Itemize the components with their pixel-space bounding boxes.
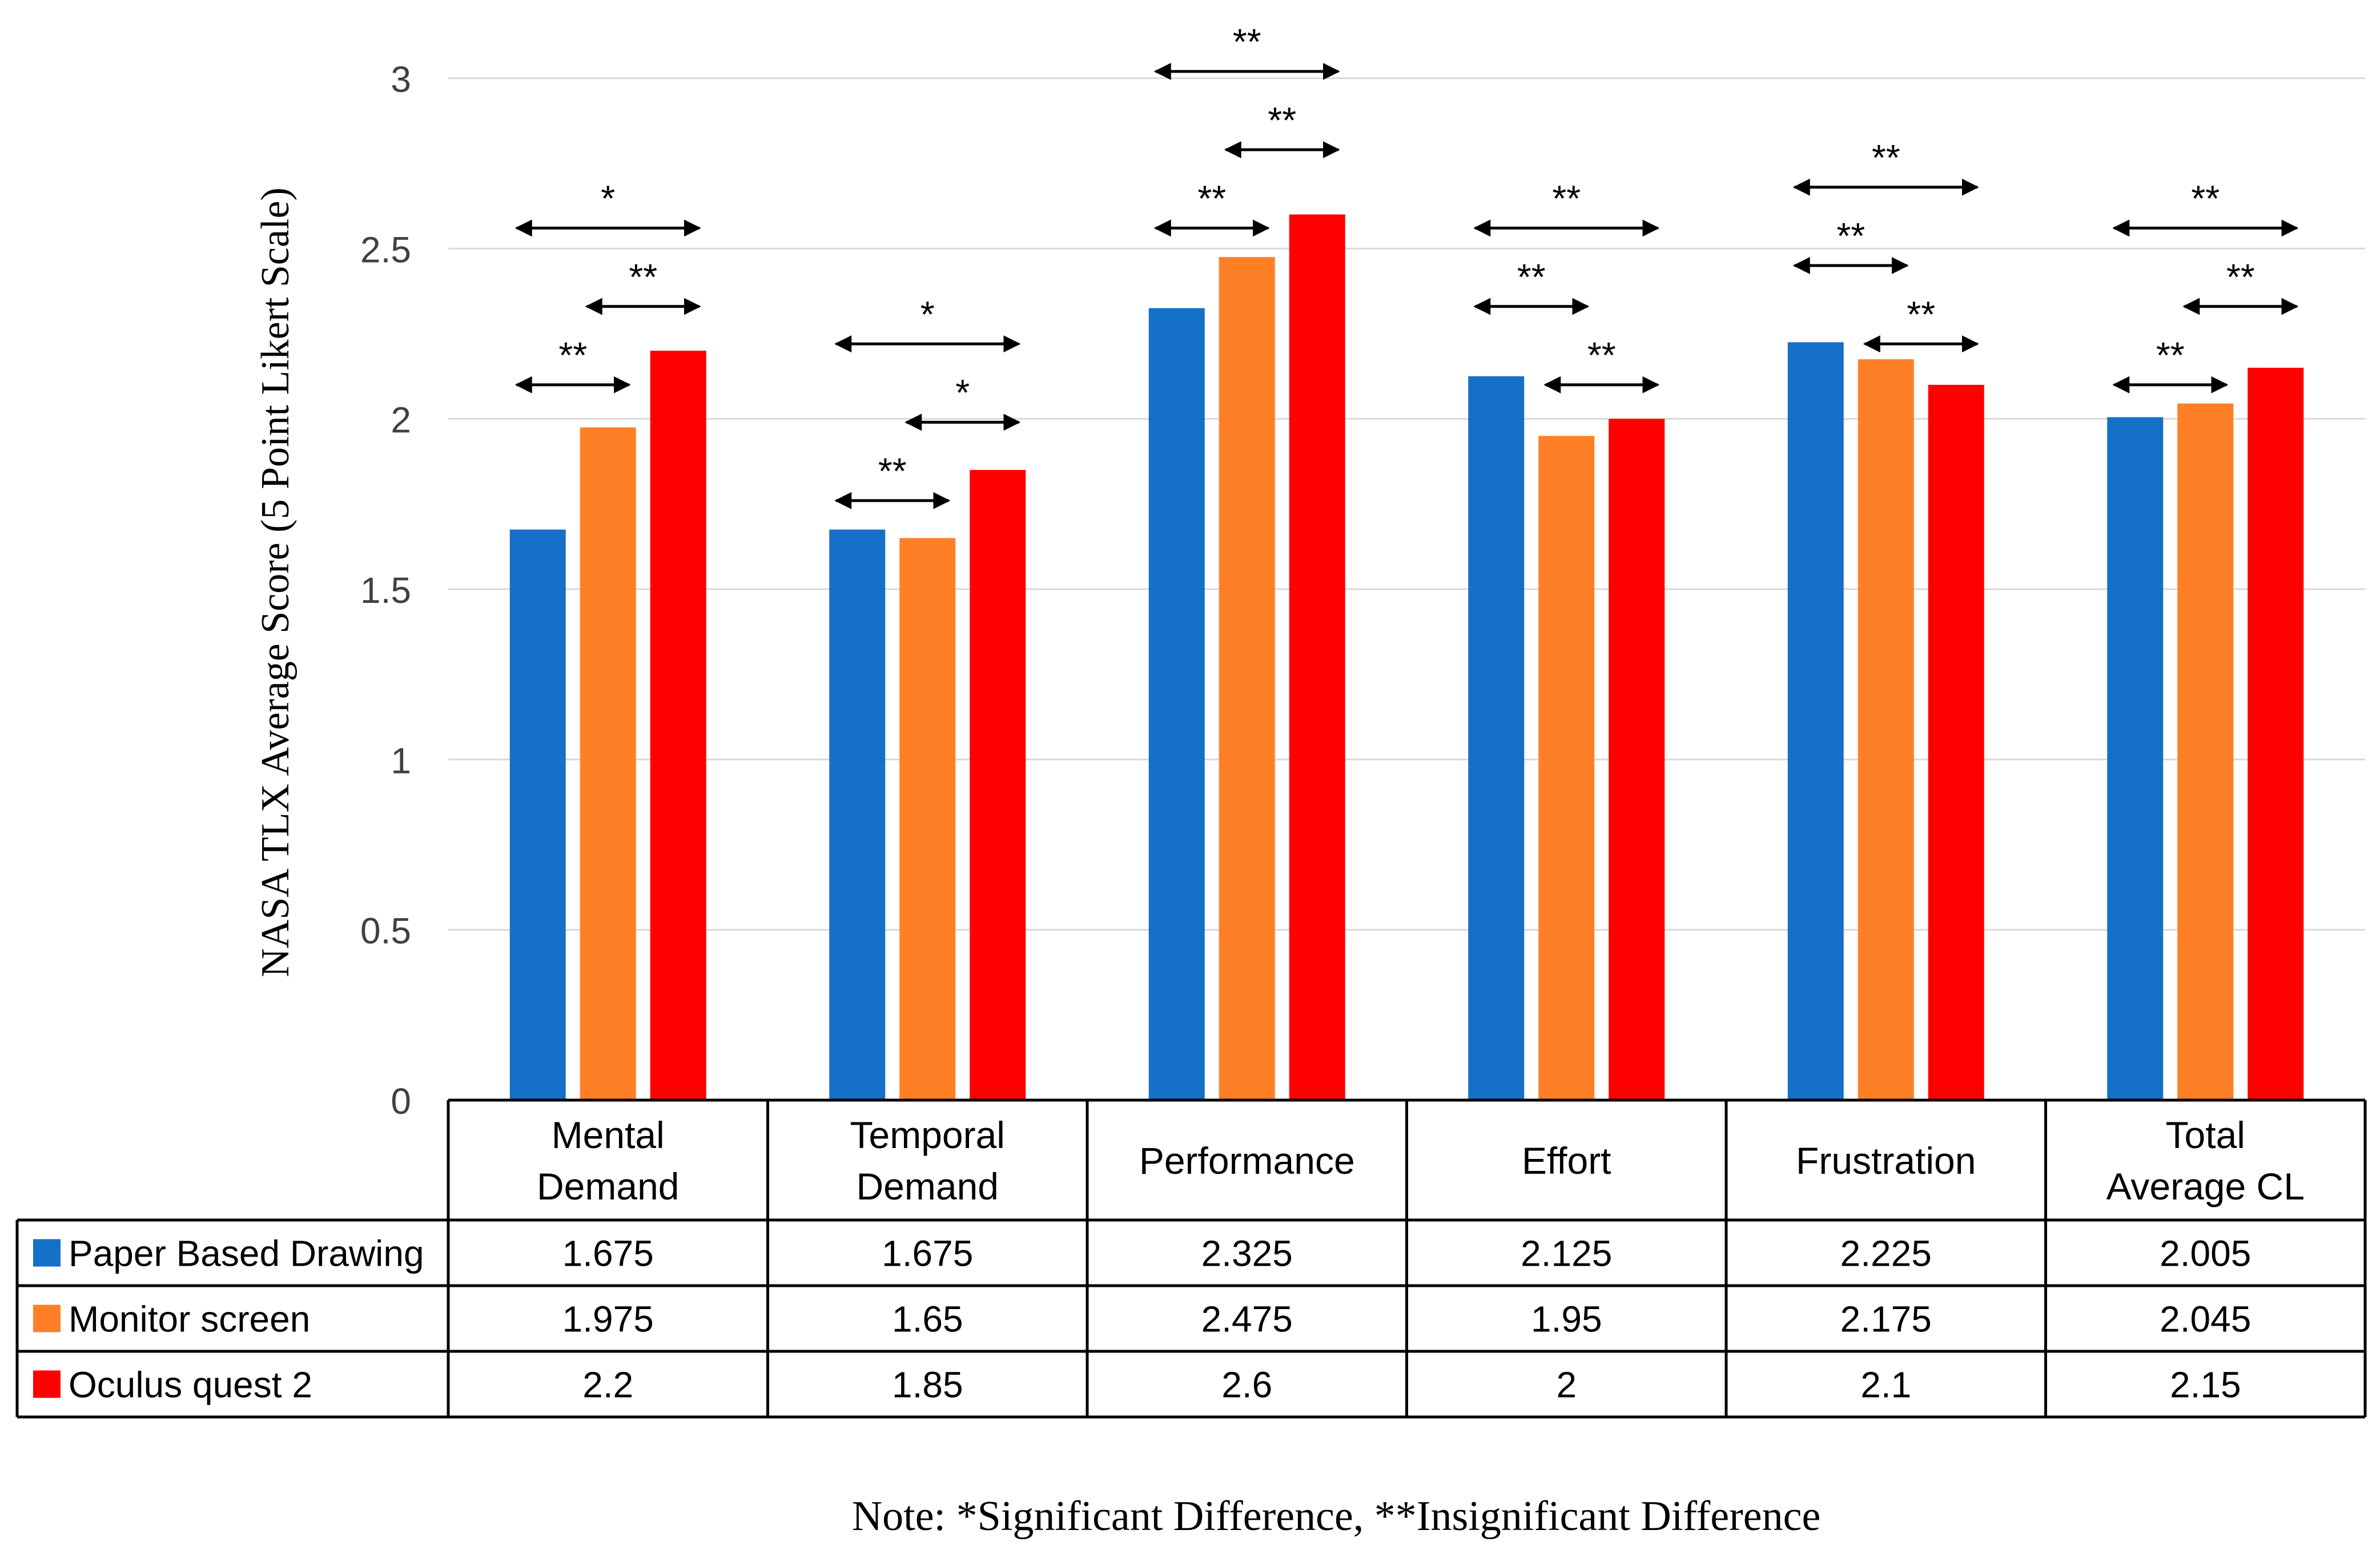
category-label: Effort: [1522, 1140, 1611, 1182]
y-tick-label: 3: [391, 59, 411, 100]
gridlines: [448, 77, 2365, 931]
data-label: 1.65: [892, 1299, 963, 1340]
category-label: Frustration: [1796, 1140, 1976, 1182]
significance-label: *: [601, 178, 615, 219]
y-tick-label: 2: [391, 400, 411, 441]
category-label: Temporal: [850, 1114, 1005, 1156]
legend-swatch: [33, 1370, 61, 1398]
bar: [509, 529, 566, 1100]
category-label: Demand: [857, 1165, 999, 1207]
significance-label: **: [1872, 137, 1900, 178]
data-label: 2.1: [1860, 1364, 1911, 1406]
bar: [1538, 436, 1595, 1100]
data-label: 2.225: [1840, 1233, 1932, 1274]
bar: [1858, 359, 1914, 1100]
legend-swatch: [33, 1239, 61, 1267]
significance-label: **: [1268, 99, 1296, 140]
data-label: 2.325: [1201, 1233, 1293, 1274]
legend-label: Monitor screen: [69, 1299, 310, 1340]
bar: [1148, 308, 1205, 1100]
category-label: Demand: [537, 1165, 679, 1207]
significance-label: **: [1517, 256, 1546, 297]
bar: [1787, 342, 1844, 1100]
significance-label: **: [2191, 178, 2220, 219]
significance-label: **: [1836, 215, 1865, 256]
data-label: 1.675: [882, 1233, 973, 1274]
bar: [1289, 214, 1345, 1101]
note-text: Note: *Significant Difference, **Insigni…: [852, 1493, 1821, 1540]
data-label: 2.15: [2170, 1364, 2241, 1406]
significance-label: **: [1552, 178, 1581, 219]
significance-label: *: [920, 293, 935, 335]
data-table: Mental Demand Temporal Demand Performance Eff…: [15, 1098, 2367, 1419]
significance-label: **: [2226, 256, 2255, 297]
legend-label: Oculus quest 2: [69, 1364, 312, 1406]
significance-label: **: [558, 335, 587, 376]
bar: [2177, 403, 2234, 1100]
data-label: 1.85: [892, 1364, 963, 1406]
category-label: Performance: [1139, 1140, 1355, 1182]
significance-annotations: *********************************: [514, 21, 2299, 509]
y-tick-label: 1.5: [360, 570, 411, 611]
bar: [829, 529, 886, 1100]
significance-label: *: [955, 372, 970, 413]
y-tick-label: 0: [391, 1081, 411, 1122]
legend-label: Paper Based Drawing: [69, 1233, 424, 1274]
bar: [2248, 368, 2304, 1100]
data-label: 2: [1556, 1364, 1577, 1406]
significance-label: **: [1587, 335, 1616, 376]
bars: [509, 214, 2304, 1101]
bar: [580, 427, 636, 1101]
bar: [1928, 385, 1984, 1100]
y-tick-label: 2.5: [360, 229, 411, 270]
bar: [2107, 417, 2164, 1100]
significance-label: **: [629, 256, 657, 297]
bar: [1468, 376, 1525, 1101]
category-label: Total: [2166, 1114, 2245, 1156]
data-label: 2.045: [2160, 1299, 2251, 1340]
significance-label: **: [1233, 21, 1261, 62]
bar: [899, 538, 956, 1100]
y-tick-label: 0.5: [360, 911, 411, 952]
bar: [1609, 418, 1665, 1100]
y-tick-label: 1: [391, 740, 411, 781]
bar: [970, 470, 1026, 1100]
data-label: 1.675: [562, 1233, 654, 1274]
significance-label: **: [878, 450, 907, 492]
bar: [650, 351, 706, 1101]
data-label: 1.975: [562, 1299, 654, 1340]
data-label: 2.175: [1840, 1299, 1932, 1340]
significance-label: **: [1907, 293, 1935, 335]
significance-label: **: [1197, 178, 1226, 219]
category-label: Average CL: [2106, 1165, 2305, 1207]
y-axis-title: NASA TLX Average Score (5 Point Likert S…: [254, 187, 298, 977]
data-label: 2.475: [1201, 1299, 1293, 1340]
data-label: 2.125: [1521, 1233, 1612, 1274]
y-axis: 0 0.5 1 1.5 2 2.5 3: [360, 59, 411, 1122]
data-label: 2.6: [1221, 1364, 1272, 1406]
data-label: 2.2: [582, 1364, 633, 1406]
data-label: 1.95: [1531, 1299, 1602, 1340]
bar: [1219, 257, 1275, 1100]
data-label: 2.005: [2160, 1233, 2251, 1274]
significance-label: **: [2156, 335, 2185, 376]
legend-swatch: [33, 1305, 61, 1332]
category-label: Mental: [552, 1114, 665, 1156]
